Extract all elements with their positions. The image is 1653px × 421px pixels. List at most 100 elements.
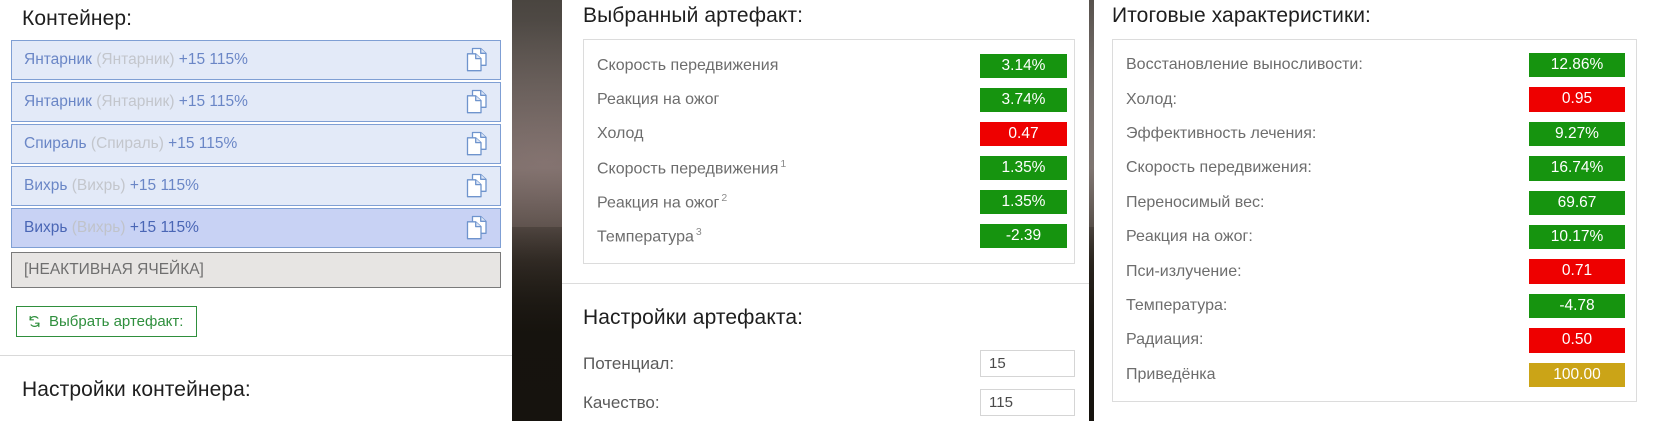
- container-panel: Контейнер: Янтарник (Янтарник) +15 115% Я…: [0, 0, 512, 421]
- refresh-icon: [27, 314, 42, 329]
- stat-label: Реакция на ожог:: [1126, 228, 1529, 246]
- container-slot-stats: +15 115%: [129, 219, 199, 236]
- container-slot-alias: (Янтарник): [96, 51, 175, 68]
- stat-value-badge: 10.17%: [1529, 224, 1625, 250]
- select-artifact-button[interactable]: Выбрать артефакт:: [16, 306, 198, 337]
- stat-value-badge: 12.86%: [1529, 53, 1625, 78]
- stat-value-badge: 0.71: [1529, 259, 1625, 284]
- container-slot-stats: +15 115%: [178, 51, 248, 68]
- container-slot-name: Вихрь: [24, 177, 68, 194]
- stat-label: Скорость передвижения 1: [597, 158, 980, 178]
- stat-value-badge: 100.00: [1529, 362, 1625, 387]
- stat-value-badge: 3.74%: [980, 87, 1067, 113]
- container-slot-stats: +15 115%: [178, 93, 248, 110]
- stat-value-badge: 1.35%: [980, 155, 1067, 181]
- stat-value-badge: -2.39: [980, 223, 1067, 249]
- container-slot-list: Янтарник (Янтарник) +15 115% Янтарник (Ян…: [11, 40, 501, 248]
- stat-label: Восстановление выносливости:: [1126, 56, 1529, 74]
- container-slot-stats: +15 115%: [168, 135, 238, 152]
- artifact-settings-title: Настройки артефакта:: [583, 306, 804, 329]
- copy-icon[interactable]: [465, 173, 489, 199]
- container-slot-text: Вихрь (Вихрь) +15 115%: [24, 219, 199, 237]
- artifact-stat-row: Температура 3 -2.39: [597, 219, 1067, 253]
- container-slot-stats: +15 115%: [129, 177, 199, 194]
- summary-stat-row: Реакция на ожог: 10.17%: [1126, 220, 1625, 254]
- container-slot-alias: (Вихрь): [71, 177, 126, 194]
- stat-label-text: Холод:: [1126, 90, 1177, 108]
- select-artifact-button-label: Выбрать артефакт:: [49, 313, 184, 330]
- artifact-stat-row: Скорость передвижения 1 1.35%: [597, 151, 1067, 185]
- container-slot-text: Янтарник (Янтарник) +15 115%: [24, 51, 248, 69]
- stat-label-text: Реакция на ожог: [597, 91, 720, 108]
- summary-stat-row: Пси-излучение: 0.71: [1126, 254, 1625, 288]
- stat-label: Температура 3: [597, 226, 980, 246]
- stat-label: Температура:: [1126, 297, 1529, 315]
- summary-stat-row: Приведёнка 100.00: [1126, 358, 1625, 392]
- stat-label: Холод:: [1126, 91, 1529, 109]
- copy-icon[interactable]: [465, 131, 489, 157]
- artifact-field-input[interactable]: [980, 350, 1075, 377]
- summary-stat-row: Скорость передвижения: 16.74%: [1126, 151, 1625, 185]
- summary-panel: Итоговые характеристики: Восстановление …: [1094, 0, 1653, 421]
- summary-stat-row: Температура: -4.78: [1126, 289, 1625, 323]
- artifact-panel-title: Выбранный артефакт:: [583, 4, 804, 27]
- stat-value-badge: 0.50: [1529, 328, 1625, 353]
- stat-label-superscript: 1: [780, 157, 787, 170]
- artifact-field-input[interactable]: [980, 389, 1075, 416]
- stat-label-text: Температура: [597, 228, 694, 246]
- copy-icon[interactable]: [465, 215, 489, 241]
- stat-label-text: Скорость передвижения: [597, 160, 779, 178]
- summary-stat-row: Холод: 0.95: [1126, 82, 1625, 116]
- summary-stat-row: Радиация: 0.50: [1126, 323, 1625, 357]
- summary-stat-row: Эффективность лечения: 9.27%: [1126, 117, 1625, 151]
- stat-label: Реакция на ожог 2: [597, 192, 980, 212]
- stat-label-text: Восстановление выносливости:: [1126, 56, 1363, 74]
- container-slot[interactable]: Спираль (Спираль) +15 115%: [11, 124, 501, 164]
- container-slot-text: Спираль (Спираль) +15 115%: [24, 135, 237, 153]
- container-slot-text: Вихрь (Вихрь) +15 115%: [24, 177, 199, 195]
- artifact-stat-row: Реакция на ожог 3.74%: [597, 83, 1067, 117]
- stat-value-badge: -4.78: [1529, 293, 1625, 319]
- stat-label-text: Скорость передвижения:: [1126, 159, 1312, 177]
- container-slot[interactable]: Вихрь (Вихрь) +15 115%: [11, 208, 501, 248]
- artifact-field-row: Потенциал:: [583, 344, 1075, 383]
- container-slot-alias: (Янтарник): [96, 93, 175, 110]
- copy-icon[interactable]: [465, 47, 489, 73]
- container-settings-title: Настройки контейнера:: [22, 378, 251, 401]
- stat-label-superscript: 3: [695, 225, 702, 238]
- stat-label: Скорость передвижения:: [1126, 159, 1529, 177]
- container-slot-name: Янтарник: [24, 51, 92, 68]
- stat-label: Реакция на ожог: [597, 91, 980, 109]
- stat-label-text: Температура:: [1126, 296, 1228, 314]
- inactive-slot: [НЕАКТИВНАЯ ЯЧЕЙКА]: [11, 252, 501, 288]
- copy-icon[interactable]: [465, 89, 489, 115]
- artifact-stat-row: Реакция на ожог 2 1.35%: [597, 185, 1067, 219]
- stat-label-superscript: 2: [721, 191, 728, 204]
- stat-label-text: Скорость передвижения: [597, 57, 779, 74]
- container-slot-alias: (Спираль): [90, 135, 164, 152]
- summary-stat-box: Восстановление выносливости: 12.86% Холод:…: [1112, 39, 1637, 402]
- stat-label-text: Радиация:: [1126, 331, 1204, 349]
- stat-value-badge: 0.95: [1529, 87, 1625, 112]
- container-slot[interactable]: Янтарник (Янтарник) +15 115%: [11, 40, 501, 80]
- container-divider: [0, 355, 512, 356]
- container-slot-name: Спираль: [24, 135, 87, 152]
- container-panel-title: Контейнер:: [22, 7, 133, 30]
- stat-value-badge: 69.67: [1529, 190, 1625, 215]
- container-slot[interactable]: Вихрь (Вихрь) +15 115%: [11, 166, 501, 206]
- stat-label: Пси-излучение:: [1126, 263, 1529, 281]
- stat-label: Холод: [597, 125, 980, 143]
- container-slot[interactable]: Янтарник (Янтарник) +15 115%: [11, 82, 501, 122]
- artifact-field-row: Качество:: [583, 383, 1075, 421]
- stat-label-text: Приведёнка: [1126, 365, 1216, 383]
- container-slot-name: Вихрь: [24, 219, 68, 236]
- stat-value-badge: 9.27%: [1529, 121, 1625, 147]
- artifact-panel: Выбранный артефакт: Скорость передвижени…: [562, 0, 1089, 421]
- stat-label-text: Реакция на ожог: [597, 194, 720, 212]
- stat-label: Скорость передвижения: [597, 57, 980, 75]
- stat-value-badge: 16.74%: [1529, 156, 1625, 181]
- inactive-slot-label: [НЕАКТИВНАЯ ЯЧЕЙКА]: [24, 261, 204, 278]
- stat-label-text: Пси-излучение:: [1126, 262, 1242, 280]
- artifact-settings-fields: Потенциал: Качество:: [583, 344, 1075, 421]
- stat-value-badge: 1.35%: [980, 189, 1067, 215]
